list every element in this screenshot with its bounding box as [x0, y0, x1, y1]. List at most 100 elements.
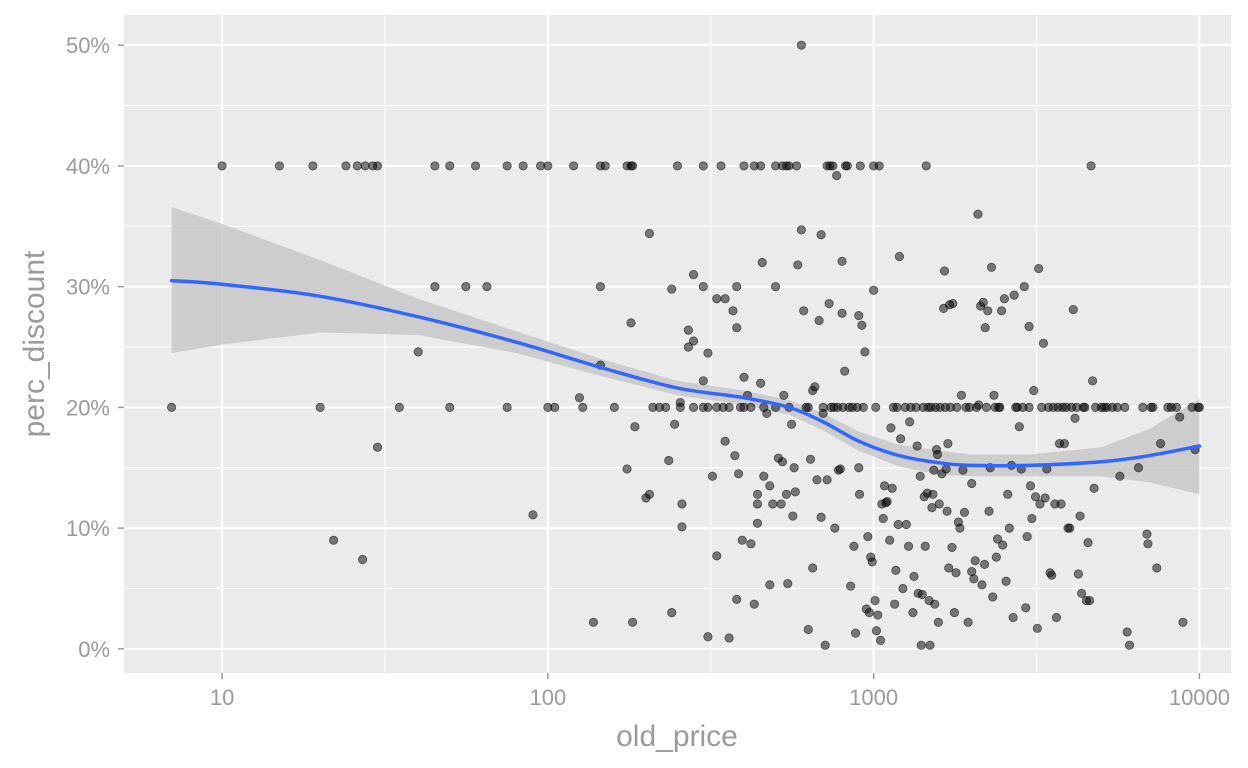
data-point: [698, 161, 708, 171]
x-tick-label: 1000: [849, 685, 898, 710]
data-point: [217, 161, 227, 171]
data-point: [980, 323, 990, 333]
data-point: [822, 475, 832, 485]
data-point: [703, 402, 713, 412]
data-point: [595, 282, 606, 292]
data-point: [828, 161, 838, 171]
data-point: [840, 366, 850, 376]
data-point: [816, 230, 826, 240]
data-point: [1032, 623, 1042, 633]
data-point: [308, 161, 318, 171]
data-point: [274, 161, 285, 171]
data-point: [1059, 439, 1069, 449]
data-point: [1035, 499, 1045, 509]
data-point: [1142, 529, 1152, 539]
data-point: [1194, 402, 1205, 412]
data-point: [781, 489, 792, 499]
data-point: [1038, 338, 1049, 348]
data-point: [1171, 402, 1182, 412]
data-point: [909, 571, 919, 582]
data-point: [588, 617, 599, 627]
data-point: [712, 551, 722, 561]
data-point: [716, 161, 726, 171]
data-point: [1009, 290, 1019, 300]
data-point: [943, 439, 953, 449]
data-point: [730, 451, 740, 461]
data-point: [630, 422, 640, 432]
data-point: [1056, 499, 1066, 509]
data-point: [358, 554, 368, 565]
data-point: [445, 402, 455, 412]
data-points: [167, 40, 1205, 650]
data-point: [803, 402, 813, 412]
data-point: [677, 499, 687, 509]
data-point: [863, 531, 873, 542]
data-point: [1080, 402, 1090, 412]
data-point: [430, 161, 440, 171]
data-point: [703, 348, 713, 358]
data-point: [720, 294, 730, 304]
data-point: [995, 402, 1005, 412]
data-point: [846, 581, 856, 591]
data-point: [779, 390, 789, 400]
data-point: [986, 262, 997, 272]
data-point: [1004, 523, 1014, 533]
data-point: [855, 161, 865, 171]
data-point: [720, 436, 730, 446]
data-point: [951, 568, 961, 578]
data-point: [955, 523, 965, 533]
data-point: [932, 449, 943, 460]
data-point: [770, 282, 781, 292]
data-point: [947, 542, 957, 553]
y-tick-label: 20%: [66, 395, 110, 420]
data-point: [627, 617, 638, 627]
data-point: [948, 298, 958, 309]
y-tick-label: 0%: [78, 637, 110, 662]
data-point: [933, 617, 943, 627]
y-tick-label: 30%: [66, 275, 110, 300]
data-point: [550, 402, 560, 412]
data-point: [890, 599, 900, 609]
data-point: [1019, 282, 1029, 292]
data-point: [999, 294, 1010, 304]
x-tick-label: 100: [529, 685, 566, 710]
data-point: [627, 161, 638, 171]
data-point: [898, 583, 908, 594]
data-point: [1073, 569, 1083, 579]
data-point: [765, 481, 775, 491]
data-point: [816, 512, 826, 522]
data-point: [543, 161, 553, 171]
data-point: [905, 417, 915, 427]
data-point: [1155, 439, 1166, 449]
data-point: [1124, 640, 1135, 650]
y-tick-label: 10%: [66, 516, 110, 541]
data-point: [1034, 263, 1044, 274]
data-point: [732, 282, 742, 292]
data-point: [352, 161, 362, 171]
data-point: [850, 628, 861, 638]
data-point: [977, 580, 987, 590]
data-point: [860, 347, 870, 357]
x-tick-label: 10: [210, 685, 234, 710]
data-point: [1014, 422, 1024, 432]
data-point: [812, 475, 822, 485]
data-point: [574, 393, 585, 403]
data-point: [967, 478, 977, 489]
data-point: [885, 535, 895, 545]
data-point: [928, 489, 938, 499]
data-point: [644, 228, 655, 239]
data-point: [1133, 463, 1144, 473]
data-point: [757, 257, 767, 268]
data-point: [688, 402, 699, 412]
data-point: [1024, 402, 1034, 412]
data-point: [1120, 402, 1130, 412]
data-point: [677, 522, 687, 532]
data-point: [869, 285, 879, 295]
data-point: [789, 463, 799, 473]
data-point: [793, 260, 803, 270]
data-point: [1086, 161, 1096, 171]
data-point: [808, 563, 818, 573]
y-axis-ticks: 0% 10% 20% 30% 40% 50%: [66, 33, 124, 662]
data-point: [908, 608, 918, 618]
data-point: [803, 624, 813, 635]
